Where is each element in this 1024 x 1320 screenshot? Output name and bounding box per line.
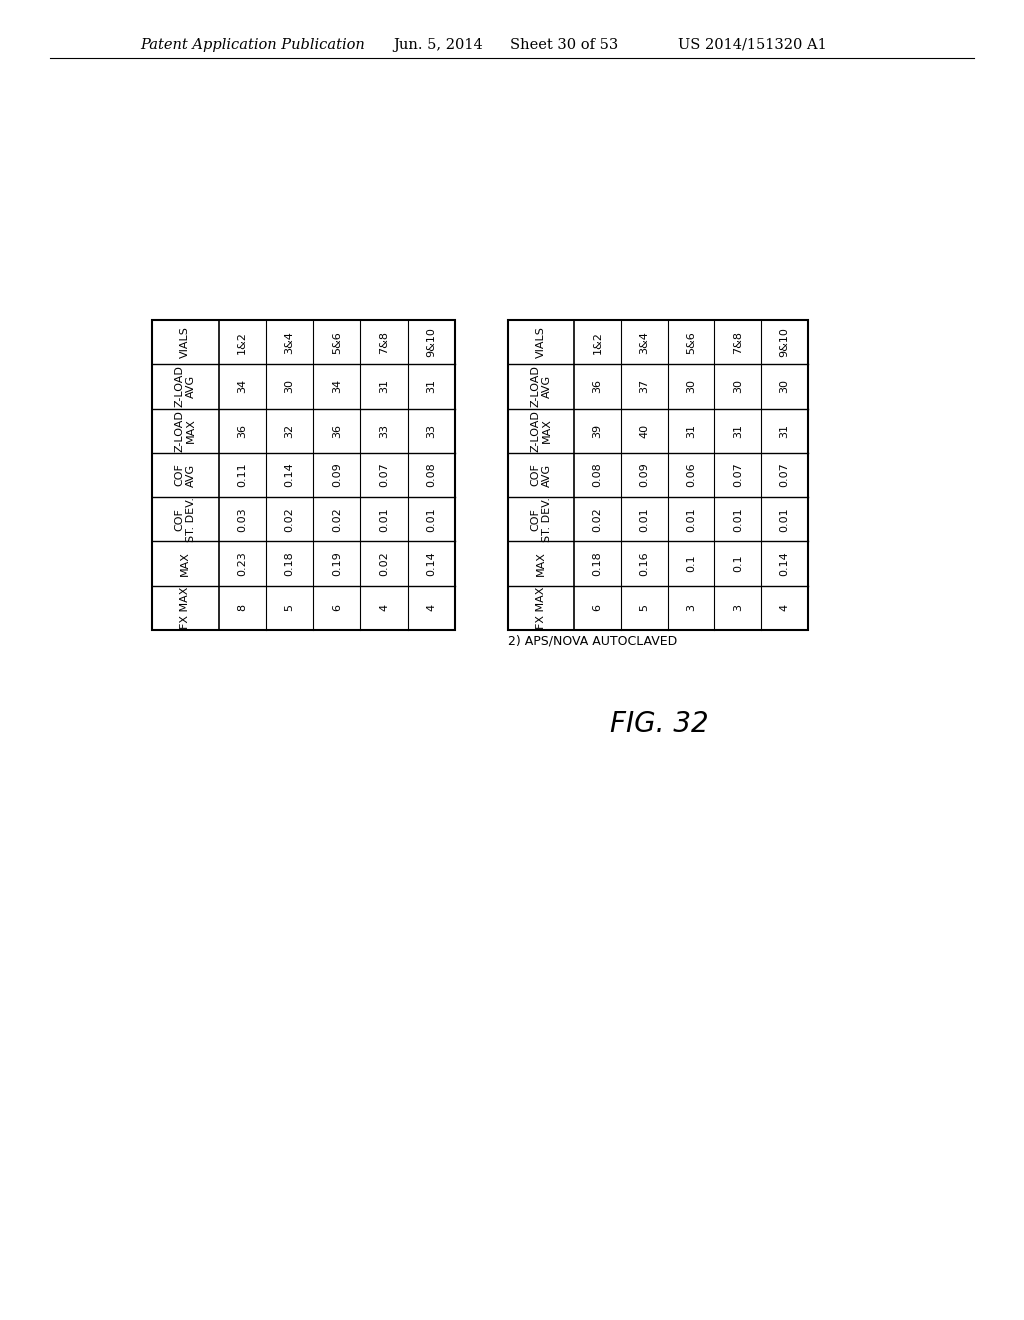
Text: 0.01: 0.01 xyxy=(686,507,696,532)
Text: 0.16: 0.16 xyxy=(639,552,649,576)
Text: Z-LOAD
MAX: Z-LOAD MAX xyxy=(174,409,197,451)
Text: 31: 31 xyxy=(733,424,742,438)
Text: 0.02: 0.02 xyxy=(379,552,389,576)
Text: 36: 36 xyxy=(238,424,247,438)
Text: 0.1: 0.1 xyxy=(686,554,696,573)
Text: 9&10: 9&10 xyxy=(426,327,436,358)
Text: 4: 4 xyxy=(379,605,389,611)
Text: 5: 5 xyxy=(285,605,295,611)
Text: 0.23: 0.23 xyxy=(238,552,247,576)
Text: 0.01: 0.01 xyxy=(639,507,649,532)
Text: 5&6: 5&6 xyxy=(332,331,342,354)
Text: FX MAX: FX MAX xyxy=(536,586,546,630)
Text: 34: 34 xyxy=(332,379,342,393)
Text: 0.1: 0.1 xyxy=(733,554,742,573)
Text: 6: 6 xyxy=(593,605,602,611)
Text: Z-LOAD
MAX: Z-LOAD MAX xyxy=(530,409,552,451)
Text: 30: 30 xyxy=(686,379,696,393)
Text: 0.18: 0.18 xyxy=(593,552,602,576)
Text: 6: 6 xyxy=(332,605,342,611)
Text: 0.14: 0.14 xyxy=(285,462,295,487)
Text: 36: 36 xyxy=(593,379,602,393)
Text: 0.01: 0.01 xyxy=(779,507,790,532)
Text: 34: 34 xyxy=(238,379,247,393)
Text: 0.06: 0.06 xyxy=(686,463,696,487)
Text: 3&4: 3&4 xyxy=(285,331,295,354)
Text: MAX: MAX xyxy=(536,552,546,576)
Text: 32: 32 xyxy=(285,424,295,438)
Text: 3: 3 xyxy=(733,605,742,611)
Text: VIALS: VIALS xyxy=(536,326,546,358)
Text: 0.02: 0.02 xyxy=(593,507,602,532)
Text: 39: 39 xyxy=(593,424,602,438)
Text: 0.07: 0.07 xyxy=(379,462,389,487)
Text: 7&8: 7&8 xyxy=(733,330,742,354)
Text: COF
ST. DEV.: COF ST. DEV. xyxy=(174,496,197,541)
Text: 33: 33 xyxy=(426,424,436,438)
Text: Patent Application Publication: Patent Application Publication xyxy=(140,38,365,51)
Text: COF
AVG: COF AVG xyxy=(530,463,552,487)
Text: 0.18: 0.18 xyxy=(285,552,295,576)
Text: 0.01: 0.01 xyxy=(733,507,742,532)
Text: 3&4: 3&4 xyxy=(639,331,649,354)
Text: 4: 4 xyxy=(779,605,790,611)
Text: 1&2: 1&2 xyxy=(593,331,602,354)
Text: US 2014/151320 A1: US 2014/151320 A1 xyxy=(678,38,826,51)
Text: 3: 3 xyxy=(686,605,696,611)
Text: 5&6: 5&6 xyxy=(686,331,696,354)
Text: 31: 31 xyxy=(779,424,790,438)
Text: 30: 30 xyxy=(285,379,295,393)
Text: Sheet 30 of 53: Sheet 30 of 53 xyxy=(510,38,618,51)
Text: 31: 31 xyxy=(379,379,389,393)
Text: 0.09: 0.09 xyxy=(332,462,342,487)
Text: 9&10: 9&10 xyxy=(779,327,790,358)
Text: 0.19: 0.19 xyxy=(332,552,342,576)
Text: 2) APS/NOVA AUTOCLAVED: 2) APS/NOVA AUTOCLAVED xyxy=(508,635,677,648)
Text: 0.01: 0.01 xyxy=(426,507,436,532)
Text: 0.02: 0.02 xyxy=(285,507,295,532)
Text: 0.11: 0.11 xyxy=(238,463,247,487)
Text: 0.08: 0.08 xyxy=(426,462,436,487)
Text: 30: 30 xyxy=(733,379,742,393)
Text: 0.07: 0.07 xyxy=(733,462,742,487)
Text: MAX: MAX xyxy=(180,552,190,576)
Text: 0.01: 0.01 xyxy=(379,507,389,532)
Text: 0.08: 0.08 xyxy=(593,462,602,487)
Text: 7&8: 7&8 xyxy=(379,330,389,354)
Text: VIALS: VIALS xyxy=(180,326,190,358)
Text: 40: 40 xyxy=(639,424,649,438)
Bar xyxy=(508,319,808,630)
Text: 31: 31 xyxy=(686,424,696,438)
Text: 30: 30 xyxy=(779,379,790,393)
Text: 0.02: 0.02 xyxy=(332,507,342,532)
Text: COF
ST. DEV.: COF ST. DEV. xyxy=(530,496,552,541)
Text: 0.09: 0.09 xyxy=(639,462,649,487)
Text: 4: 4 xyxy=(426,605,436,611)
Text: Z-LOAD
AVG: Z-LOAD AVG xyxy=(530,366,552,408)
Text: 1&2: 1&2 xyxy=(238,331,247,354)
Text: 36: 36 xyxy=(332,424,342,438)
Text: COF
AVG: COF AVG xyxy=(174,463,197,487)
Text: 0.14: 0.14 xyxy=(426,552,436,576)
Bar xyxy=(152,319,455,630)
Text: 31: 31 xyxy=(426,379,436,393)
Text: 0.07: 0.07 xyxy=(779,462,790,487)
Text: FIG. 32: FIG. 32 xyxy=(610,710,709,738)
Text: Jun. 5, 2014: Jun. 5, 2014 xyxy=(393,38,482,51)
Text: 0.03: 0.03 xyxy=(238,507,247,532)
Text: FX MAX: FX MAX xyxy=(180,586,190,630)
Text: Z-LOAD
AVG: Z-LOAD AVG xyxy=(174,366,197,408)
Text: 33: 33 xyxy=(379,424,389,438)
Text: 5: 5 xyxy=(639,605,649,611)
Text: 37: 37 xyxy=(639,379,649,393)
Text: 0.14: 0.14 xyxy=(779,552,790,576)
Text: 8: 8 xyxy=(238,605,247,611)
